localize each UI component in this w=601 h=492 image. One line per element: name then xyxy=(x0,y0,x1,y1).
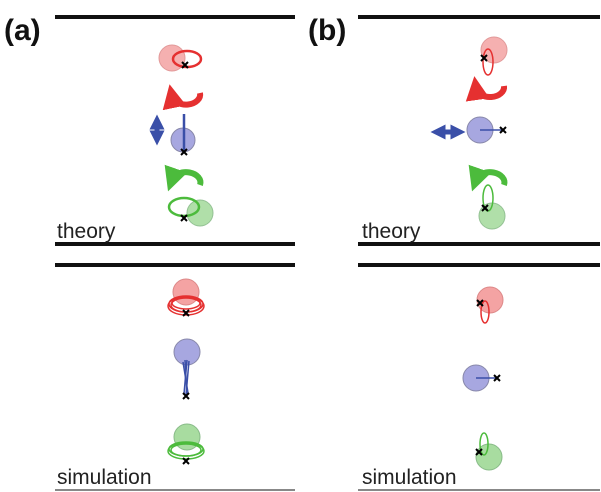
panel-b-simulation xyxy=(462,286,504,471)
panel-a-simulation xyxy=(167,278,205,465)
panel-label: (b) xyxy=(308,14,346,47)
panel-a-theory xyxy=(149,44,214,227)
panel-label: (a) xyxy=(4,14,41,47)
section-label: simulation xyxy=(57,466,152,489)
section-label: theory xyxy=(57,220,116,243)
section-label: theory xyxy=(362,220,421,243)
rules xyxy=(55,15,600,491)
section-label: simulation xyxy=(362,466,457,489)
panel-b-theory xyxy=(430,36,508,230)
